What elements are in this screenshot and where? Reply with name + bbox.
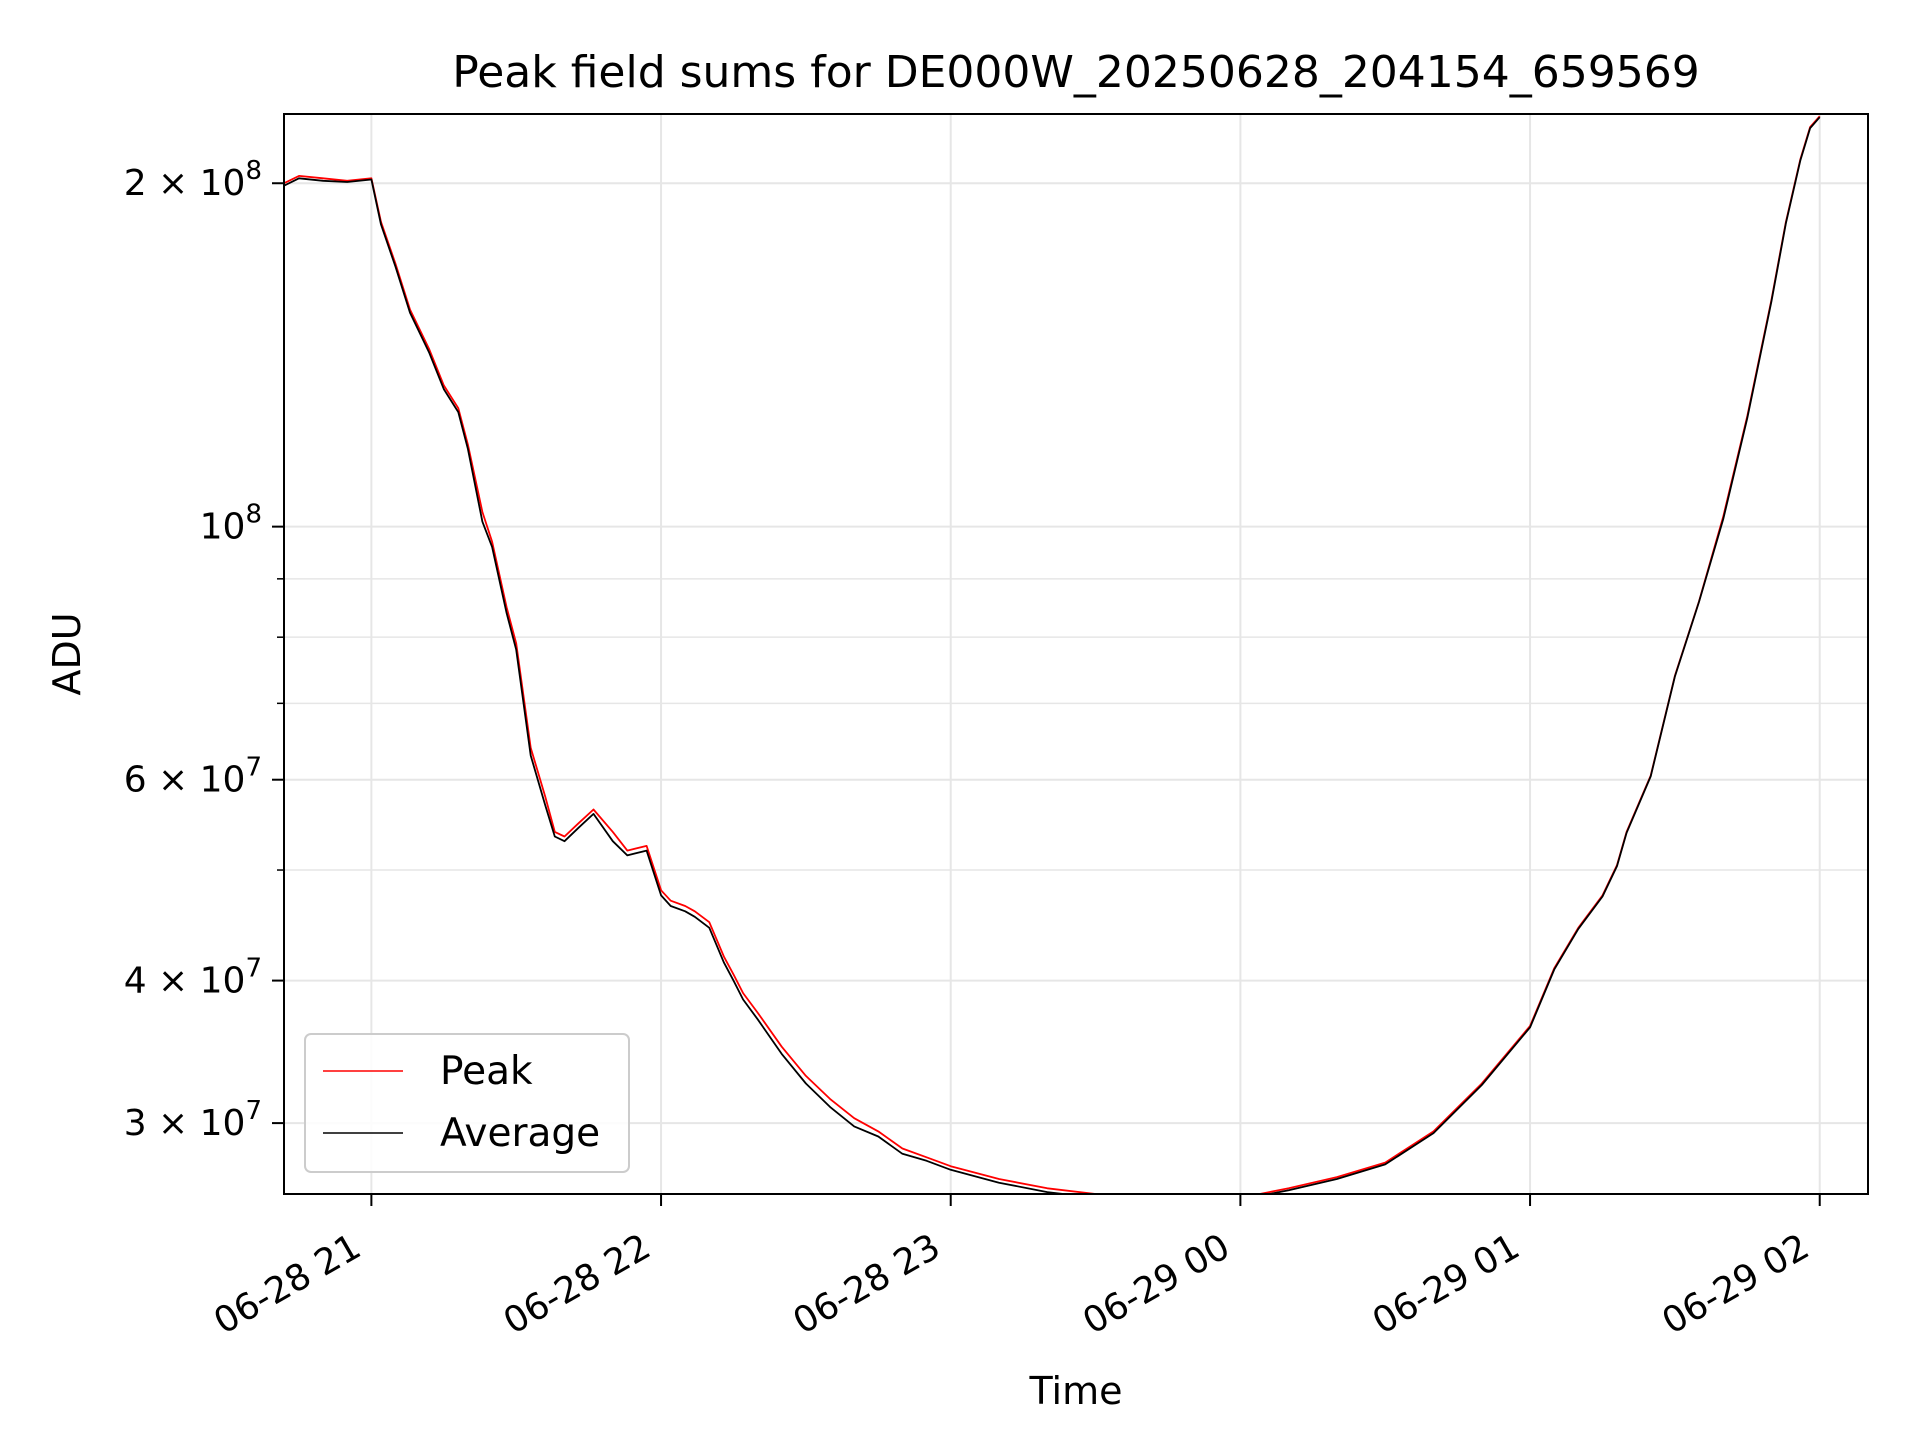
y-tick-exponent: 8 — [245, 156, 262, 186]
y-tick-base: 6 × 10 — [124, 760, 246, 801]
legend-box — [304, 1033, 630, 1173]
legend: Peak Average — [304, 1033, 630, 1173]
y-tick-exponent: 8 — [245, 500, 262, 530]
y-tick-exponent: 7 — [245, 954, 262, 984]
y-tick-base: 3 × 10 — [124, 1103, 246, 1144]
y-tick-base: 4 × 10 — [124, 961, 246, 1002]
y-tick-label: 108 — [200, 500, 262, 548]
y-tick-base: 10 — [200, 507, 246, 548]
y-tick-base: 2 × 10 — [124, 163, 246, 204]
legend-label-peak: Peak — [440, 1049, 533, 1094]
chart-title: Peak field sums for DE000W_20250628_2041… — [452, 47, 1700, 98]
y-tick-exponent: 7 — [245, 1096, 262, 1126]
series-line-average — [284, 116, 1821, 1194]
y-axis-label: ADU — [45, 612, 89, 695]
y-tick-label: 2 × 108 — [124, 156, 262, 204]
y-tick-label: 4 × 107 — [124, 954, 262, 1002]
grid-lines — [284, 114, 1868, 1194]
plot-frame — [283, 113, 1869, 1195]
series-layer — [284, 115, 1821, 1194]
y-tick-exponent: 7 — [245, 753, 262, 783]
legend-label-average: Average — [440, 1111, 600, 1156]
y-tick-label: 6 × 107 — [124, 753, 262, 801]
x-axis-label: Time — [1029, 1369, 1123, 1413]
y-tick-label: 3 × 107 — [124, 1096, 262, 1144]
